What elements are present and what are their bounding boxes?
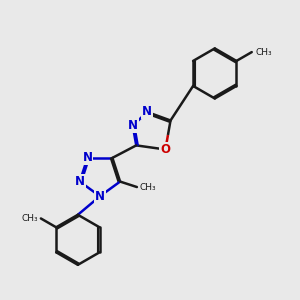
Text: CH₃: CH₃ bbox=[140, 182, 157, 191]
Text: N: N bbox=[128, 119, 138, 132]
Text: O: O bbox=[160, 143, 170, 156]
Text: N: N bbox=[82, 152, 92, 164]
Text: CH₃: CH₃ bbox=[22, 214, 38, 223]
Text: N: N bbox=[142, 106, 152, 118]
Text: N: N bbox=[95, 190, 105, 203]
Text: CH₃: CH₃ bbox=[255, 48, 272, 57]
Text: N: N bbox=[75, 175, 85, 188]
